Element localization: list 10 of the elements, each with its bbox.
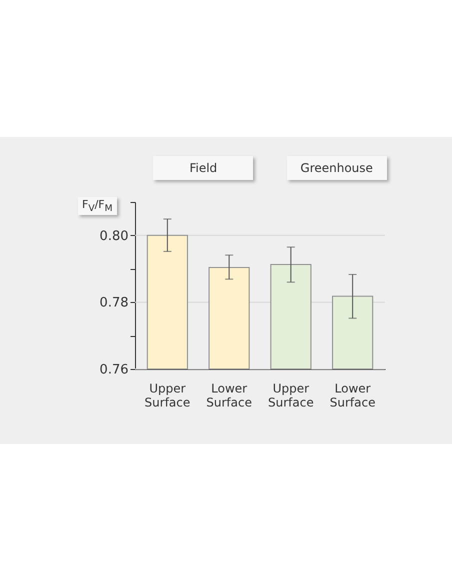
text: Field xyxy=(153,156,254,180)
x-tick-label: Upper Surface xyxy=(268,382,314,410)
y-tick-label: 0.76 xyxy=(100,362,128,378)
y-axis-title: F$_{V}$/F$_{M}$ xyxy=(78,197,117,216)
x-tick-label: Upper Surface xyxy=(144,382,190,410)
y-tick-label: 0.78 xyxy=(100,296,128,311)
x-tick-label: Lower Surface xyxy=(206,382,252,410)
y-tick-label: 0.80 xyxy=(100,228,128,244)
text: Greenhouse xyxy=(286,156,387,180)
x-tick-label: Lower Surface xyxy=(330,382,376,410)
